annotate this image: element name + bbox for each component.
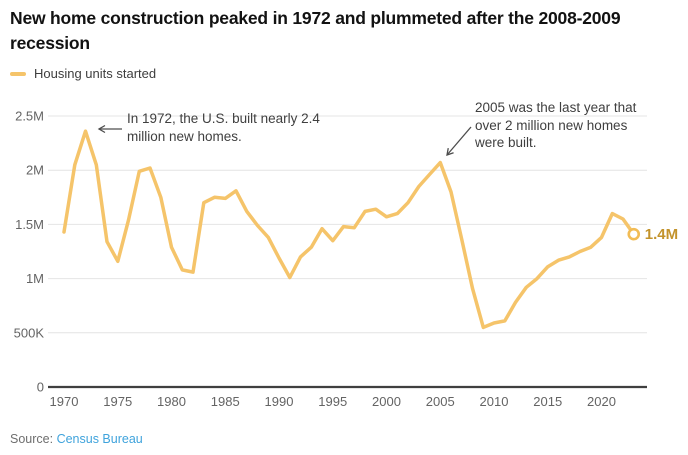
x-tick-label: 1985 (211, 394, 240, 409)
annotation-1972: In 1972, the U.S. built nearly 2.4 milli… (127, 111, 320, 144)
legend-swatch (10, 71, 26, 76)
source-link[interactable]: Census Bureau (56, 432, 143, 446)
page-title: New home construction peaked in 1972 and… (10, 8, 621, 53)
housing-starts-line (62, 129, 636, 330)
annotation-2005: 2005 was the last year that over 2 milli… (475, 100, 637, 150)
x-tick-label: 2005 (426, 394, 455, 409)
y-axis-labels: 0 500K 1M 1.5M 2M 2.5M (14, 109, 45, 395)
y-tick-label: 2.5M (15, 109, 44, 124)
y-tick-label: 0 (37, 380, 44, 395)
x-axis-labels: 1970 1975 1980 1985 1990 1995 2000 2005 2010 2015… (50, 394, 616, 409)
legend: Housing units started (10, 66, 156, 81)
end-value-label: 1.4M (645, 226, 678, 243)
x-tick-label: 2015 (533, 394, 562, 409)
last-point-marker (627, 227, 641, 241)
x-tick-label: 2000 (372, 394, 401, 409)
x-tick-label: 2010 (480, 394, 509, 409)
y-tick-label: 2M (26, 163, 44, 178)
legend-label: Housing units started (34, 66, 157, 81)
annotation-arrow-2005 (446, 126, 472, 156)
x-tick-label: 2020 (587, 394, 616, 409)
y-tick-label: 500K (14, 325, 45, 340)
y-tick-label: 1M (26, 271, 44, 286)
x-tick-label: 1970 (50, 394, 79, 409)
x-tick-label: 1995 (318, 394, 347, 409)
source-line: Source: Census Bureau (10, 432, 143, 446)
x-tick-label: 1975 (103, 394, 132, 409)
source-prefix: Source: (10, 432, 54, 446)
x-tick-label: 1980 (157, 394, 186, 409)
gridlines (48, 115, 647, 389)
y-tick-label: 1.5M (15, 217, 44, 232)
x-tick-label: 1990 (265, 394, 294, 409)
